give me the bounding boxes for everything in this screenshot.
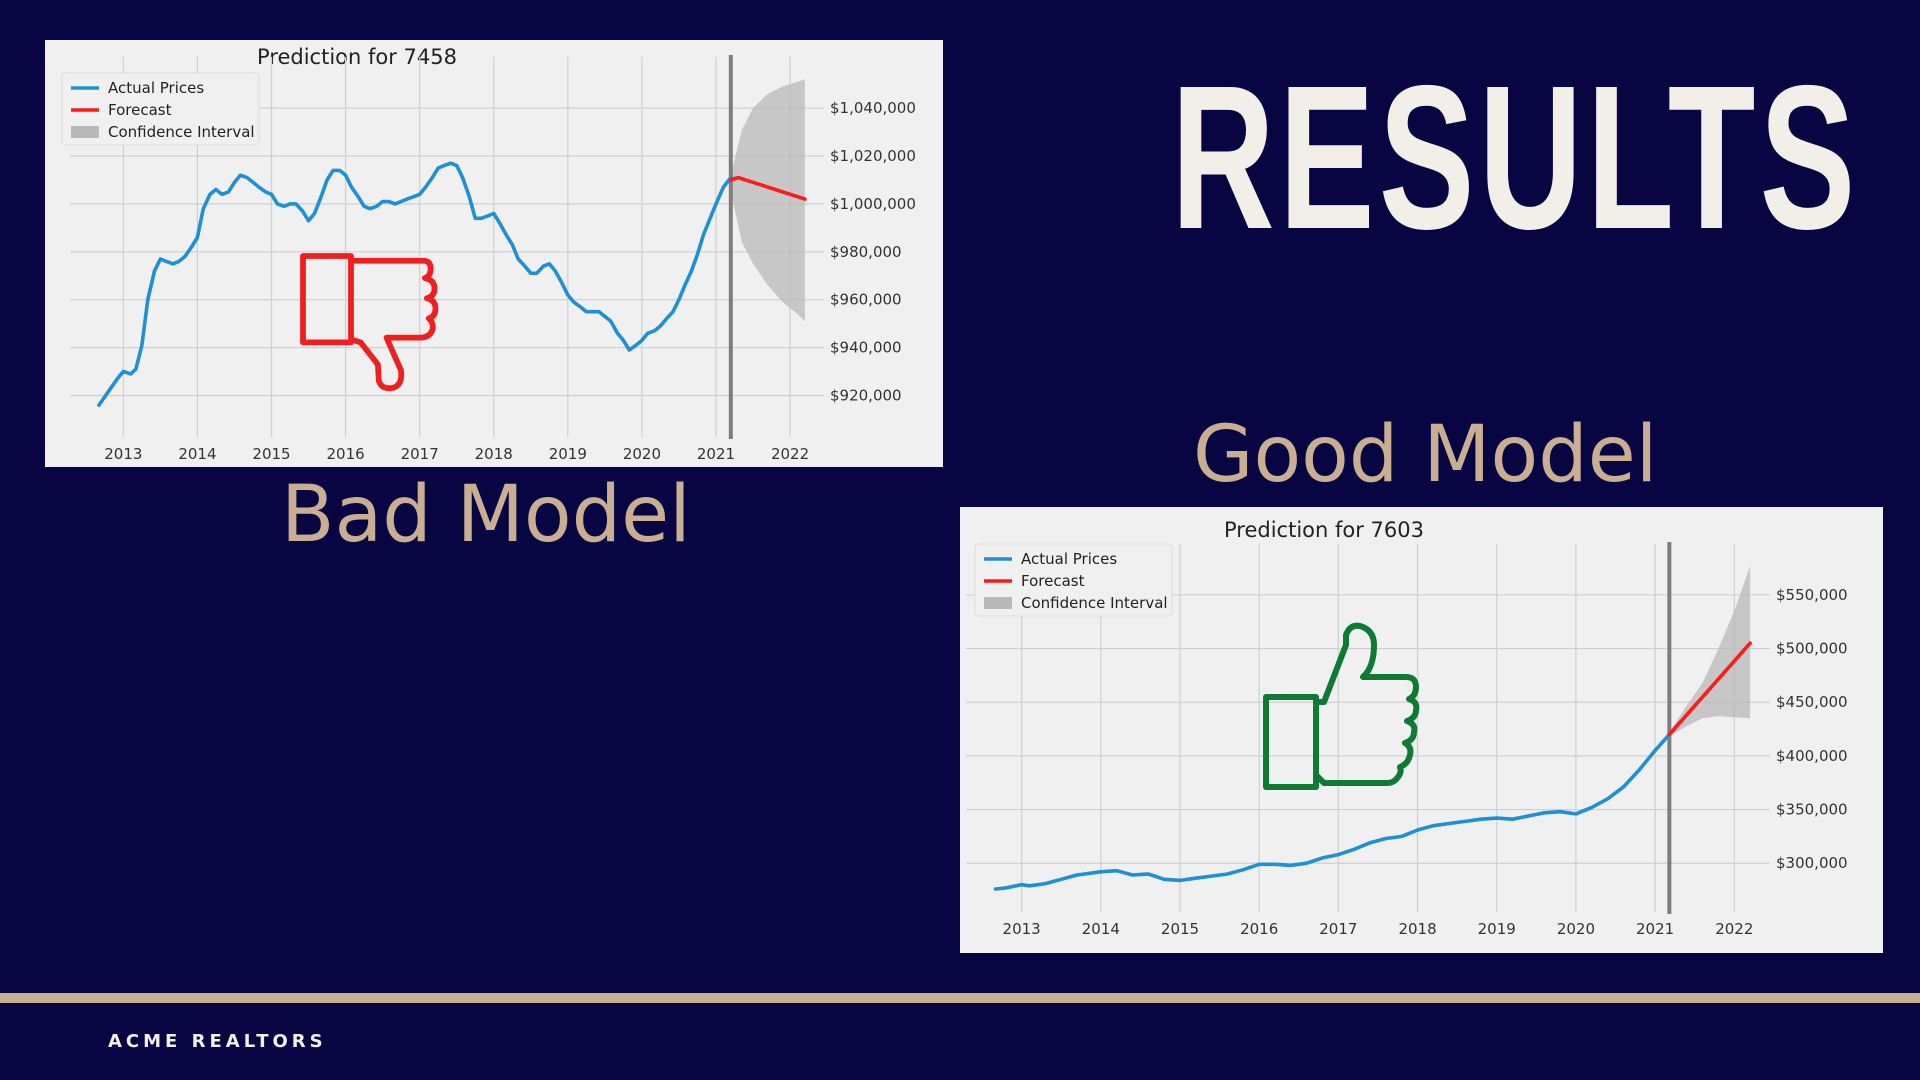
y-tick-label: $300,000 [1776,854,1848,872]
x-tick-label: 2013 [104,445,142,463]
x-tick-label: 2022 [771,445,809,463]
thumbs-down-icon-cuff [300,253,354,346]
x-tick-label: 2014 [1082,920,1120,938]
y-tick-label: $550,000 [1776,586,1848,604]
actual-prices-line [97,161,733,407]
footer-brand: ACME REALTORS [108,1031,327,1052]
confidence-interval-band [1669,566,1751,737]
y-tick-label: $960,000 [830,291,902,309]
bad-model-label: Bad Model [281,470,691,560]
legend-forecast: Forecast [1021,572,1085,590]
y-tick-label: $1,000,000 [830,195,916,213]
x-tick-label: 2020 [623,445,661,463]
x-tick-label: 2016 [1240,920,1278,938]
footer-divider [0,993,1920,1003]
thumbs-down-icon-hand [348,257,439,392]
x-tick-label: 2014 [178,445,216,463]
x-tick-label: 2020 [1557,920,1595,938]
y-tick-label: $350,000 [1776,801,1848,819]
x-tick-label: 2013 [1003,920,1041,938]
legend-box [61,72,260,146]
legend-confidence-interval: Confidence Interval [108,123,255,141]
x-tick-label: 2017 [401,445,439,463]
thumbs-up-icon-cuff [1263,694,1319,790]
confidence-interval-band [730,79,805,322]
chart-svg: Prediction for 7603 2013 2014 2015 2016 2017 2… [966,518,1848,938]
y-tick-label: $500,000 [1776,640,1848,658]
good-model-chart: Prediction for 7603 2013 2014 2015 2016 2017 2… [960,507,1883,953]
legend-confidence-interval-swatch [71,126,99,138]
chart-legend: Actual Prices Forecast Confidence Interval [61,72,260,146]
thumbs-up-icon [1263,622,1420,790]
thumbs-down-icon [300,253,439,392]
x-tick-label: 2017 [1319,920,1357,938]
legend-forecast: Forecast [108,101,172,119]
legend-confidence-interval: Confidence Interval [1021,594,1168,612]
good-model-label: Good Model [1193,410,1658,500]
y-tick-label: $1,020,000 [830,147,916,165]
chart-title: Prediction for 7603 [1224,518,1424,542]
x-tick-label: 2021 [1636,920,1674,938]
y-tick-label: $940,000 [830,339,902,357]
x-tick-label: 2019 [1478,920,1516,938]
chart-svg: Prediction for 7458 2013 2014 2015 2016 2017 2… [61,45,916,463]
x-tick-label: 2015 [1161,920,1199,938]
x-tick-label: 2015 [252,445,290,463]
legend-confidence-interval-swatch [984,597,1012,609]
chart-title: Prediction for 7458 [257,45,457,69]
y-tick-label: $920,000 [830,386,902,404]
y-tick-label: $1,040,000 [830,99,916,117]
x-tick-label: 2022 [1715,920,1753,938]
slide-title: RESULTS [1171,43,1860,272]
forecast-line [1667,641,1752,737]
actual-prices-line [993,732,1672,891]
bad-model-chart: Prediction for 7458 2013 2014 2015 2016 2017 2… [45,40,943,467]
y-tick-label: $450,000 [1776,693,1848,711]
x-tick-label: 2018 [475,445,513,463]
legend-actual-prices: Actual Prices [1021,550,1117,568]
x-tick-label: 2019 [549,445,587,463]
y-tick-label: $400,000 [1776,747,1848,765]
legend-actual-prices: Actual Prices [108,79,204,97]
legend-box [974,543,1173,617]
thumbs-up-icon-hand [1313,622,1420,786]
forecast-line [728,175,807,201]
x-tick-label: 2021 [697,445,735,463]
x-tick-label: 2016 [326,445,364,463]
chart-legend: Actual Prices Forecast Confidence Interval [974,543,1173,617]
y-tick-label: $980,000 [830,243,902,261]
x-tick-label: 2018 [1398,920,1436,938]
